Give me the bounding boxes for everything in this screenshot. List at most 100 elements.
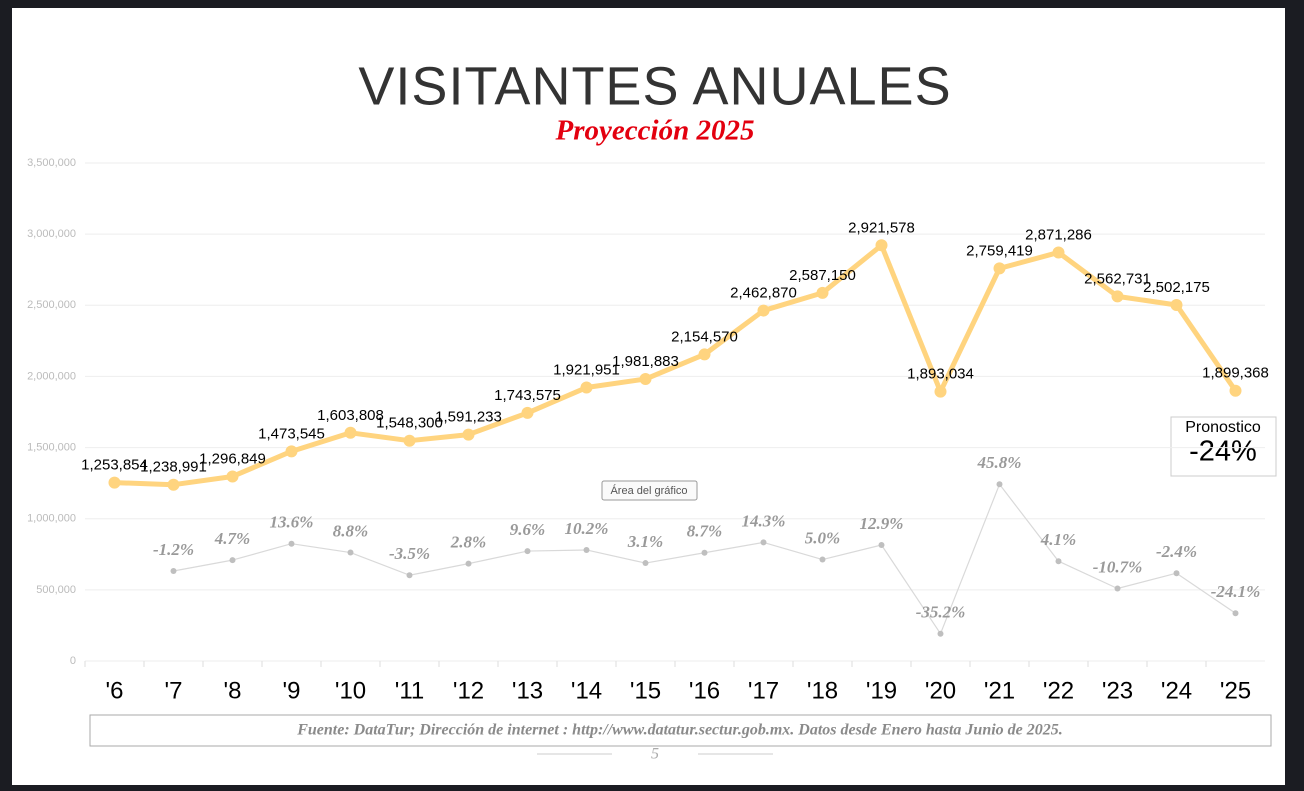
x-tick-label: '6 bbox=[106, 677, 124, 704]
y-tick-label: 1,500,000 bbox=[27, 441, 76, 453]
change-label: 9.6% bbox=[510, 520, 545, 539]
x-tick-label: '24 bbox=[1161, 677, 1192, 704]
change-point bbox=[465, 560, 472, 567]
y-tick-label: 2,500,000 bbox=[27, 299, 76, 311]
visitors-line bbox=[114, 242, 1238, 488]
change-point bbox=[1232, 610, 1239, 617]
change-point bbox=[170, 567, 177, 574]
change-point bbox=[642, 560, 649, 567]
visitors-point bbox=[875, 239, 888, 252]
visitors-label: 1,296,849 bbox=[199, 450, 266, 467]
change-point bbox=[996, 481, 1003, 488]
change-point bbox=[229, 557, 236, 564]
visitors-point bbox=[226, 470, 239, 483]
x-tick-label: '25 bbox=[1220, 677, 1251, 704]
visitors-label: 1,253,854 bbox=[81, 457, 148, 474]
x-tick-label: '13 bbox=[512, 677, 543, 704]
x-tick-label: '12 bbox=[453, 677, 484, 704]
change-label: 5.0% bbox=[805, 528, 840, 547]
visitors-label: 2,562,731 bbox=[1084, 270, 1151, 287]
change-point bbox=[406, 572, 413, 579]
y-tick-label: 3,500,000 bbox=[27, 157, 76, 169]
visitors-point bbox=[1052, 246, 1065, 259]
change-point bbox=[819, 556, 826, 563]
chart-title: VISITANTES ANUALES bbox=[358, 56, 951, 116]
y-tick-label: 500,000 bbox=[36, 584, 76, 596]
change-point bbox=[878, 541, 885, 548]
change-point bbox=[583, 546, 590, 553]
visitors-point bbox=[285, 445, 298, 458]
x-tick-label: '22 bbox=[1043, 677, 1074, 704]
visitors-point bbox=[1170, 298, 1183, 311]
visitors-point bbox=[403, 434, 416, 447]
change-label: -2.4% bbox=[1156, 542, 1197, 561]
visitors-label: 1,473,545 bbox=[258, 425, 325, 442]
change-point bbox=[1173, 570, 1180, 577]
change-point bbox=[760, 539, 767, 546]
visitors-label: 2,871,286 bbox=[1025, 226, 1092, 243]
visitors-point bbox=[757, 304, 770, 317]
x-tick-label: '7 bbox=[165, 677, 183, 704]
x-tick-label: '15 bbox=[630, 677, 661, 704]
visitors-point bbox=[934, 385, 947, 398]
x-tick-label: '17 bbox=[748, 677, 779, 704]
visitors-point bbox=[993, 262, 1006, 275]
change-label: 4.1% bbox=[1040, 530, 1076, 549]
x-tick-label: '23 bbox=[1102, 677, 1133, 704]
visitors-point bbox=[580, 381, 593, 394]
source: Fuente: DataTur; Dirección de internet :… bbox=[296, 722, 1063, 739]
x-tick-label: '8 bbox=[224, 677, 242, 704]
visitors-label: 1,591,233 bbox=[435, 409, 502, 426]
visitors-point bbox=[1229, 384, 1242, 397]
visitors-label: 1,743,575 bbox=[494, 387, 561, 404]
visitors-label: 1,548,300 bbox=[376, 415, 443, 432]
visitors-label: 2,759,419 bbox=[966, 242, 1033, 259]
visitors-point bbox=[639, 373, 652, 386]
x-tick-label: '20 bbox=[925, 677, 956, 704]
change-point bbox=[1055, 558, 1062, 565]
change-label: -24.1% bbox=[1211, 582, 1261, 601]
y-tick-label: 2,000,000 bbox=[27, 370, 76, 382]
change-label: 3.1% bbox=[627, 532, 663, 551]
change-label: 14.3% bbox=[742, 511, 786, 530]
change-label: 45.8% bbox=[977, 453, 1022, 472]
visitors-point bbox=[521, 406, 534, 419]
change-label: 2.8% bbox=[450, 533, 486, 552]
change-label: 13.6% bbox=[270, 513, 314, 532]
change-label: 8.7% bbox=[687, 522, 722, 541]
tooltip bbox=[601, 480, 698, 501]
forecast-box bbox=[1170, 416, 1277, 477]
change-label: -10.7% bbox=[1093, 557, 1143, 576]
visitors-point bbox=[816, 286, 829, 299]
change-label: 8.8% bbox=[333, 521, 368, 540]
visitors-point bbox=[344, 426, 357, 439]
change-label: -3.5% bbox=[389, 544, 430, 563]
x-tick-label: '9 bbox=[283, 677, 301, 704]
source-box bbox=[89, 714, 1272, 747]
x-tick-label: '16 bbox=[689, 677, 720, 704]
visitors-point bbox=[698, 348, 711, 361]
visitors-label: 1,238,991 bbox=[140, 459, 207, 476]
visitors-label: 2,502,175 bbox=[1143, 279, 1210, 296]
visitors-label: 1,603,808 bbox=[317, 407, 384, 424]
forecast-value: -24% bbox=[1189, 436, 1257, 468]
x-tick-label: '18 bbox=[807, 677, 838, 704]
change-point bbox=[524, 548, 531, 555]
x-tick-label: '21 bbox=[984, 677, 1015, 704]
change-point bbox=[937, 630, 944, 637]
page-number: 5 bbox=[651, 746, 659, 763]
visitors-point bbox=[167, 478, 180, 491]
visitors-point bbox=[462, 428, 475, 441]
visitors-label: 1,981,883 bbox=[612, 353, 679, 370]
visitors-label: 1,921,951 bbox=[553, 362, 620, 379]
visitors-label: 2,154,570 bbox=[671, 328, 738, 345]
tooltip-text: Área del gráfico bbox=[610, 484, 687, 497]
change-point bbox=[347, 549, 354, 556]
y-tick-label: 1,000,000 bbox=[27, 513, 76, 525]
x-tick-label: '10 bbox=[335, 677, 366, 704]
visitors-label: 1,893,034 bbox=[907, 366, 974, 383]
change-point bbox=[288, 540, 295, 547]
change-label: 12.9% bbox=[860, 514, 904, 533]
change-label: 4.7% bbox=[214, 529, 250, 548]
